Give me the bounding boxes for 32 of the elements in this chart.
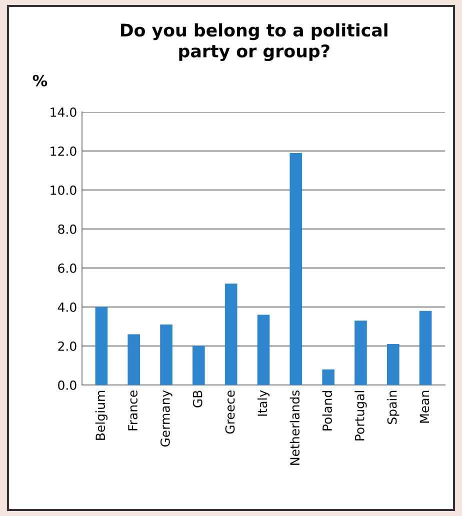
bar — [95, 307, 108, 385]
y-tick-label: 2.0 — [58, 341, 76, 351]
bar — [386, 344, 400, 385]
x-tick-label: Italy — [257, 390, 270, 416]
y-tick-label: 14.0 — [50, 107, 76, 117]
bar — [160, 324, 172, 385]
x-tick-label: Spain — [387, 390, 400, 424]
chart-title: Do you belong to a political party or group? — [120, 23, 388, 62]
bar — [257, 314, 270, 385]
bar — [290, 152, 302, 385]
bar — [224, 284, 238, 385]
x-tick-label: Mean — [420, 390, 430, 423]
y-tick-label: 6.0 — [58, 263, 76, 273]
y-tick-label: 4.0 — [58, 302, 76, 312]
x-tick-label: Portugal — [354, 391, 367, 440]
y-tick-label: 8.0 — [58, 224, 76, 234]
x-tick-label: Belgium — [95, 390, 108, 440]
bar — [192, 346, 205, 385]
x-tick-label: Netherlands — [290, 390, 300, 465]
x-tick-label: GB — [192, 390, 202, 408]
x-tick-label: Germany — [160, 390, 172, 447]
x-tick-label: Greece — [225, 390, 235, 434]
y-tick-label: 12.0 — [50, 146, 76, 156]
y-tick-label: 10.0 — [50, 185, 76, 195]
x-tick-label: France — [128, 390, 138, 430]
x-tick-label: Poland — [322, 390, 332, 430]
bar — [128, 334, 140, 385]
bar — [419, 310, 432, 385]
bar — [354, 320, 367, 385]
y-tick-label: 0.0 — [58, 380, 76, 390]
y-axis-title: % — [32, 74, 48, 86]
bar — [322, 369, 334, 385]
